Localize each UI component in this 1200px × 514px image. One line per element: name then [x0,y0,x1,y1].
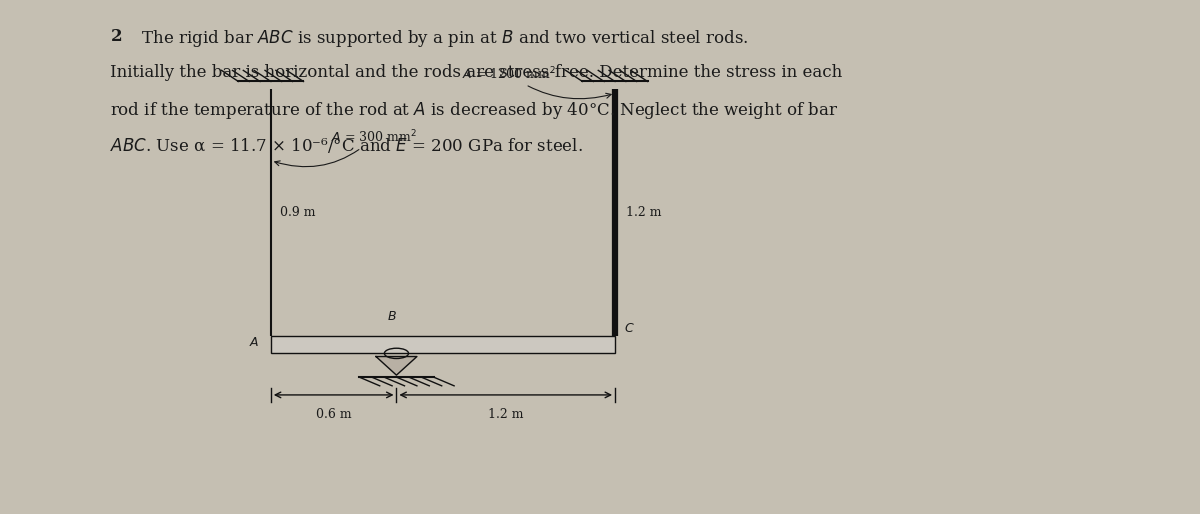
Text: 0.6 m: 0.6 m [316,408,352,420]
Text: 1.2 m: 1.2 m [488,408,523,420]
Text: 1.2 m: 1.2 m [626,206,661,219]
Text: $B$: $B$ [386,310,397,323]
Text: $C$: $C$ [624,322,635,335]
Text: rod if the temperature of the rod at $A$ is decreased by 40°C. Neglect the weigh: rod if the temperature of the rod at $A$… [110,100,839,121]
Text: $A$: $A$ [250,336,259,349]
Polygon shape [376,357,416,375]
Text: $A$ = 1200 mm$^2$: $A$ = 1200 mm$^2$ [462,65,611,99]
Text: Initially the bar is horizontal and the rods are stress-free. Determine the stre: Initially the bar is horizontal and the … [110,64,842,81]
Bar [271,336,616,353]
Text: 2: 2 [110,28,122,45]
Text: $A$ = 300 mm$^2$: $A$ = 300 mm$^2$ [275,128,418,167]
Text: The rigid bar $ABC$ is supported by a pin at $B$ and two vertical steel rods.: The rigid bar $ABC$ is supported by a pi… [110,28,749,49]
Text: 0.9 m: 0.9 m [281,206,316,219]
Text: $ABC$. Use α = 11.7 × 10⁻⁶/°C and $E$ = 200 GPa for steel.: $ABC$. Use α = 11.7 × 10⁻⁶/°C and $E$ = … [110,136,583,155]
